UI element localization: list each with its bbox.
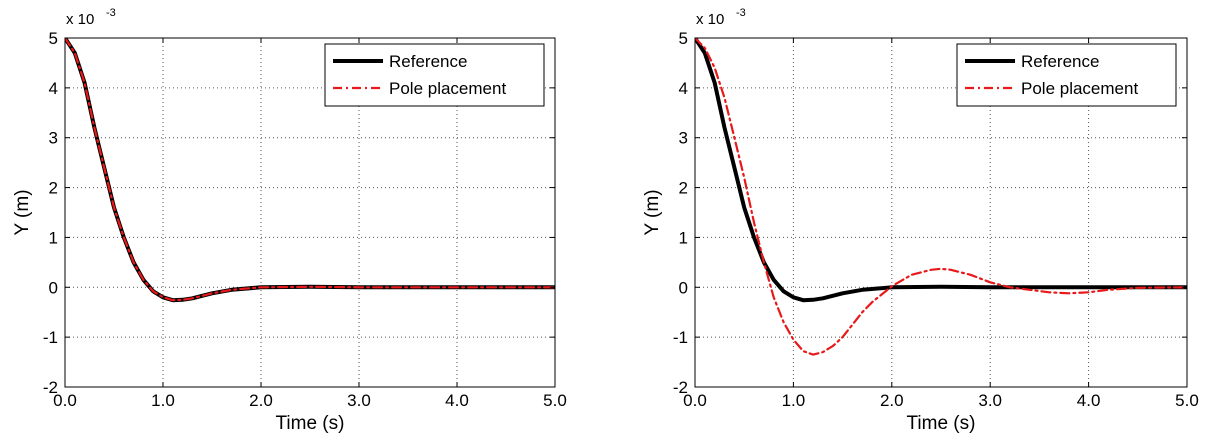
y-tick-label: 3: [49, 129, 58, 148]
y-multiplier-exponent: -3: [106, 7, 116, 19]
x-tick-label: 3.0: [347, 391, 371, 410]
legend-label: Pole placement: [389, 79, 506, 98]
y-tick-label: 2: [49, 179, 58, 198]
y-multiplier-label: x 10: [696, 11, 724, 28]
chart-left: 0.0 1.0 2.0 3.0 4.0 5.0 -2 -1 0 1 2 3 4 5 x 10 -3 Time (…: [12, 7, 567, 434]
x-tick-label: 4.0: [1077, 391, 1101, 410]
y-tick-label: -1: [43, 328, 58, 347]
y-tick-label: 3: [679, 129, 688, 148]
axes-box: [64, 37, 556, 388]
y-tick-label: -2: [43, 378, 58, 397]
chart-right: 0.0 1.0 2.0 3.0 4.0 5.0 -2 -1 0 1 2 3 4 5 x 10 -3 Time (…: [642, 7, 1199, 434]
y-multiplier-exponent: -3: [736, 7, 746, 19]
y-tick-label: -2: [673, 378, 688, 397]
x-tick-label: 2.0: [249, 391, 273, 410]
x-axis-label: Time (s): [276, 413, 345, 434]
legend-label: Pole placement: [1021, 79, 1138, 98]
series-line-pole-placement: [695, 38, 1187, 356]
y-tick-label: 4: [679, 79, 688, 98]
x-tick-label: 5.0: [543, 391, 567, 410]
x-tick-label: 1.0: [782, 391, 806, 410]
y-multiplier-label: x 10: [66, 11, 94, 28]
y-tick-label: 0: [679, 278, 688, 297]
legend-box: [956, 43, 1177, 107]
legend-label: Reference: [389, 52, 467, 71]
y-tick-label: 5: [49, 29, 58, 48]
legend-label: Reference: [1021, 52, 1099, 71]
y-tick-label: 4: [49, 79, 58, 98]
x-tick-label: 5.0: [1175, 391, 1199, 410]
y-tick-label: 5: [679, 29, 688, 48]
y-tick-label: 0: [49, 278, 58, 297]
y-axis-label: Y (m): [12, 189, 33, 235]
x-tick-label: 4.0: [445, 391, 469, 410]
x-tick-label: 0.0: [683, 391, 707, 410]
x-tick-label: 2.0: [880, 391, 904, 410]
x-axis-label: Time (s): [907, 413, 976, 434]
legend-box: [324, 43, 545, 107]
x-tick-label: 3.0: [978, 391, 1002, 410]
x-tick-label: 1.0: [151, 391, 175, 410]
x-tick-label: 0.0: [53, 391, 77, 410]
series-line-pole-placement: [65, 38, 555, 302]
axes-box: [694, 37, 1188, 388]
y-tick-label: 2: [679, 179, 688, 198]
y-axis-label: Y (m): [642, 189, 663, 235]
y-tick-label: 1: [49, 228, 58, 247]
y-tick-label: 1: [679, 228, 688, 247]
y-tick-label: -1: [673, 328, 688, 347]
series-line-reference: [695, 38, 1187, 303]
